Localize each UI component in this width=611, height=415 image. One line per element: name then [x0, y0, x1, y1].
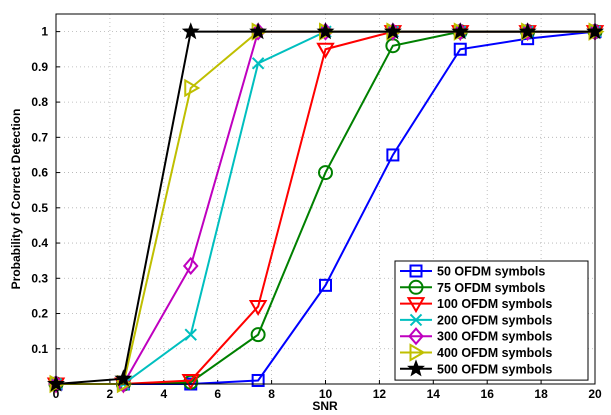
- x-tick-label: 2: [107, 387, 114, 401]
- x-tick-label: 6: [214, 387, 221, 401]
- data-point: [249, 22, 268, 40]
- legend-item: 50 OFDM symbols: [400, 264, 545, 279]
- legend-marker: [407, 359, 425, 377]
- data-point: [251, 57, 265, 70]
- legend-item: 400 OFDM symbols: [400, 343, 552, 362]
- data-point: [182, 256, 199, 275]
- legend-marker: [408, 279, 424, 295]
- y-tick-label: 0.7: [31, 130, 48, 144]
- data-point: [451, 22, 470, 40]
- y-tick-label: 0.6: [31, 166, 48, 180]
- y-tick-label: 1: [41, 25, 48, 39]
- x-axis-label: SNR: [312, 399, 338, 413]
- plot-frame: [55, 13, 596, 385]
- x-tick-label: 4: [160, 387, 167, 401]
- y-tick-label: 0.2: [31, 307, 48, 321]
- tick-labels: 0 2 4 6 8 10 12 14 16 18 20 0.1 0.2 0.3 0.4 0.5 0.6 0.7 0.…: [31, 25, 602, 401]
- data-point: [248, 299, 268, 316]
- legend-item: 300 OFDM symbols: [400, 327, 552, 346]
- data-point: [518, 22, 537, 40]
- data-point: [319, 278, 332, 292]
- y-tick-label: 0.4: [31, 236, 48, 250]
- data-point: [181, 22, 200, 40]
- data-point: [318, 165, 333, 181]
- data-point: [316, 22, 335, 40]
- y-tick-label: 0.9: [31, 60, 48, 74]
- data-point: [316, 42, 335, 59]
- y-tick-label: 0.5: [31, 201, 48, 215]
- y-tick-label: 0.1: [31, 342, 48, 356]
- data-point: [114, 369, 133, 387]
- x-tick-label: 8: [268, 387, 275, 401]
- y-tick-label: 0.8: [31, 95, 48, 109]
- data-point: [453, 42, 467, 56]
- x-tick-label: 0: [53, 387, 60, 401]
- legend-label: 300 OFDM symbols: [437, 330, 552, 344]
- legend-label: 100 OFDM symbols: [437, 297, 552, 311]
- y-tick-label: 0.3: [31, 271, 48, 285]
- data-point: [250, 327, 266, 343]
- legend-item: 500 OFDM symbols: [400, 359, 552, 377]
- legend-label: 500 OFDM symbols: [437, 362, 552, 376]
- legend-item: 100 OFDM symbols: [400, 297, 552, 314]
- legend-label: 75 OFDM symbols: [437, 281, 545, 295]
- legend-marker: [408, 327, 424, 346]
- data-point: [184, 328, 197, 341]
- y-axis-label: Probability of Correct Detection: [9, 109, 23, 290]
- data-point: [181, 373, 200, 390]
- x-tick-label: 12: [373, 387, 387, 401]
- x-tick-label: 18: [534, 387, 548, 401]
- legend-marker: [409, 313, 423, 327]
- data-point: [184, 78, 201, 98]
- x-tick-label: 16: [481, 387, 495, 401]
- legend: 50 OFDM symbols 75 OFDM symbols 100 OFDM s…: [394, 260, 589, 381]
- legend-label: 200 OFDM symbols: [437, 313, 552, 327]
- legend-label: 50 OFDM symbols: [437, 265, 545, 279]
- data-point: [386, 148, 400, 162]
- data-point: [251, 373, 265, 387]
- legend-marker: [409, 343, 426, 362]
- x-tick-label: 14: [427, 387, 441, 401]
- x-tick-label: 10: [319, 387, 333, 401]
- legend-label: 400 OFDM symbols: [437, 346, 552, 360]
- legend-marker: [406, 297, 426, 314]
- legend-item: 75 OFDM symbols: [400, 279, 545, 295]
- legend-item: 200 OFDM symbols: [400, 313, 552, 327]
- legend-marker: [409, 264, 423, 278]
- data-point: [383, 22, 402, 40]
- x-tick-label: 20: [588, 387, 602, 401]
